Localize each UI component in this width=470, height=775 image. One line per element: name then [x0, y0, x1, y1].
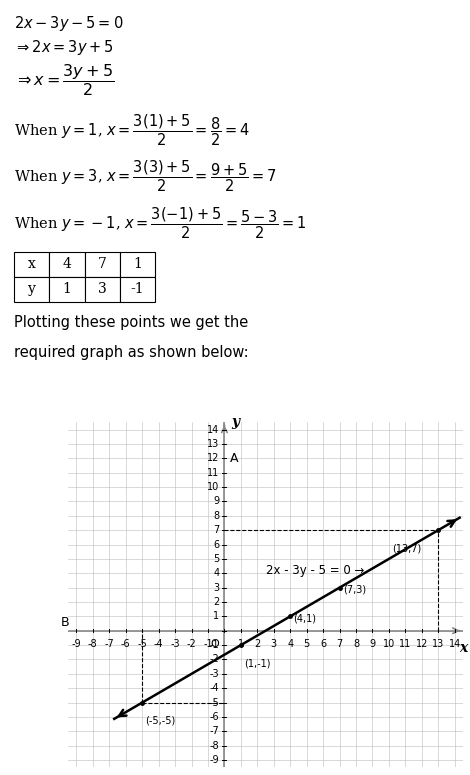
- Text: 2: 2: [213, 597, 219, 607]
- Text: 10: 10: [207, 482, 219, 492]
- Text: 3: 3: [213, 583, 219, 593]
- Text: -8: -8: [210, 741, 219, 751]
- Text: 4: 4: [63, 257, 71, 271]
- Text: -9: -9: [210, 755, 219, 765]
- Text: 13: 13: [207, 439, 219, 449]
- Text: 3: 3: [271, 639, 277, 649]
- Text: When $y=-1$, $x=\dfrac{3(-1)+5}{2}=\dfrac{5-3}{2}=1$: When $y=-1$, $x=\dfrac{3(-1)+5}{2}=\dfra…: [14, 205, 306, 240]
- Text: x: x: [28, 257, 36, 271]
- Text: When $y=1$, $x=\dfrac{3(1)+5}{2}=\dfrac{8}{2}=4$: When $y=1$, $x=\dfrac{3(1)+5}{2}=\dfrac{…: [14, 112, 250, 147]
- Text: 2x - 3y - 5 = 0 →: 2x - 3y - 5 = 0 →: [266, 564, 364, 577]
- Text: $\Rightarrow 2x=3y+5$: $\Rightarrow 2x=3y+5$: [14, 38, 114, 57]
- Text: -2: -2: [187, 639, 196, 649]
- Text: (4,1): (4,1): [293, 614, 316, 624]
- Text: 4: 4: [287, 639, 293, 649]
- Bar: [85, 277, 120, 301]
- Text: -5: -5: [210, 698, 219, 708]
- Text: -4: -4: [210, 684, 219, 693]
- Text: Plotting these points we get the: Plotting these points we get the: [14, 315, 248, 330]
- Text: -3: -3: [210, 669, 219, 679]
- Text: 1: 1: [63, 282, 71, 296]
- Text: (-5,-5): (-5,-5): [146, 715, 176, 725]
- Bar: [14, 252, 49, 277]
- Text: 14: 14: [207, 425, 219, 435]
- Text: 1: 1: [133, 257, 142, 271]
- Text: B: B: [61, 616, 70, 629]
- Text: 11: 11: [207, 467, 219, 477]
- Text: -6: -6: [121, 639, 131, 649]
- Text: 7: 7: [337, 639, 343, 649]
- Text: 13: 13: [432, 639, 445, 649]
- Bar: [120, 277, 155, 301]
- Text: -5: -5: [137, 639, 147, 649]
- Text: 5: 5: [213, 554, 219, 564]
- Bar: [49, 277, 85, 301]
- Text: 10: 10: [383, 639, 395, 649]
- Text: 7: 7: [98, 257, 107, 271]
- Text: -1: -1: [131, 282, 144, 296]
- Bar: [14, 277, 49, 301]
- Text: 5: 5: [304, 639, 310, 649]
- Text: -9: -9: [71, 639, 81, 649]
- Text: 6: 6: [213, 539, 219, 549]
- Text: $\Rightarrow x=\dfrac{3y+5}{2}$: $\Rightarrow x=\dfrac{3y+5}{2}$: [14, 62, 114, 98]
- Text: A: A: [230, 452, 239, 465]
- Text: 6: 6: [320, 639, 326, 649]
- Text: 1: 1: [213, 611, 219, 622]
- Text: -7: -7: [104, 639, 114, 649]
- Text: -1: -1: [203, 639, 213, 649]
- Text: -6: -6: [210, 712, 219, 722]
- Text: When $y=3$, $x=\dfrac{3(3)+5}{2}=\dfrac{9+5}{2}=7$: When $y=3$, $x=\dfrac{3(3)+5}{2}=\dfrac{…: [14, 158, 277, 194]
- Bar: [85, 252, 120, 277]
- Text: -2: -2: [210, 654, 219, 664]
- Text: $2x-3y-5=0$: $2x-3y-5=0$: [14, 14, 124, 33]
- Text: 12: 12: [207, 453, 219, 463]
- Text: 3: 3: [98, 282, 107, 296]
- Bar: [120, 252, 155, 277]
- Text: 4: 4: [213, 568, 219, 578]
- Text: 11: 11: [399, 639, 412, 649]
- Text: 9: 9: [369, 639, 376, 649]
- Text: (7,3): (7,3): [343, 585, 366, 594]
- Text: 8: 8: [213, 511, 219, 521]
- Text: 7: 7: [213, 525, 219, 536]
- Text: required graph as shown below:: required graph as shown below:: [14, 345, 249, 360]
- Text: x: x: [459, 641, 467, 655]
- Text: -3: -3: [170, 639, 180, 649]
- Text: -1: -1: [210, 640, 219, 650]
- Text: (13,7): (13,7): [392, 543, 422, 553]
- Bar: [49, 252, 85, 277]
- Text: y: y: [28, 282, 36, 296]
- Text: (1,-1): (1,-1): [244, 658, 271, 668]
- Text: -4: -4: [154, 639, 164, 649]
- Text: 2: 2: [254, 639, 260, 649]
- Text: -8: -8: [88, 639, 98, 649]
- Text: -7: -7: [210, 726, 219, 736]
- Text: 12: 12: [415, 639, 428, 649]
- Text: y: y: [231, 415, 239, 429]
- Text: 14: 14: [448, 639, 461, 649]
- Text: 8: 8: [353, 639, 359, 649]
- Text: O: O: [211, 639, 219, 649]
- Text: 1: 1: [238, 639, 244, 649]
- Text: 9: 9: [213, 497, 219, 506]
